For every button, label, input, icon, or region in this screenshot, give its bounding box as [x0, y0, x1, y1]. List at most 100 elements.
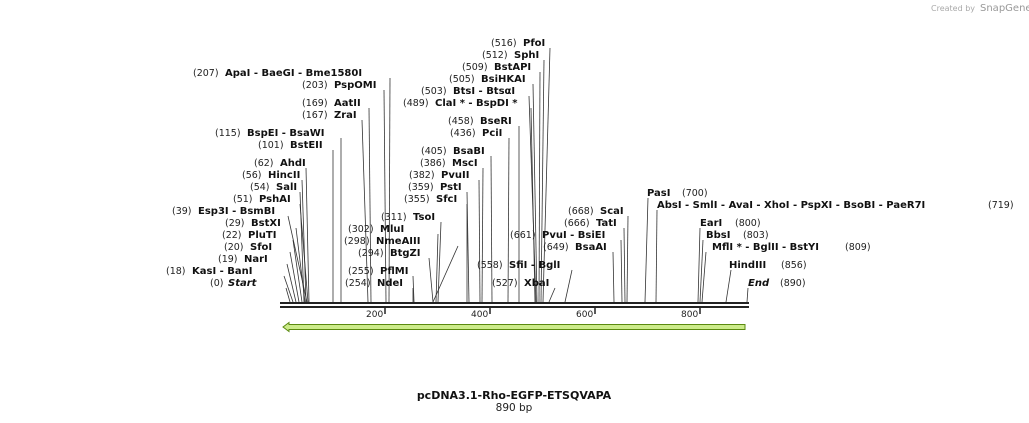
site-start[interactable]: (0) Start [210, 278, 258, 289]
leader-sfoi [289, 251, 300, 303]
site-position: (503) [421, 86, 447, 97]
site-ndei[interactable]: (254) NdeI [345, 278, 403, 289]
site-absi[interactable]: (719) AbsI - SmlI - AvaI - XhoI - PspXI -… [657, 200, 1014, 211]
site-name: BspEI - BsaWI [247, 128, 324, 139]
site-pvui[interactable]: (661) PvuI - BsiEI [510, 230, 605, 241]
site-pspomi[interactable]: (203) PspOMI [302, 80, 376, 91]
site-bseri[interactable]: (458) BseRI [448, 116, 512, 127]
site-nmeaiii[interactable]: (298) NmeAIII [344, 236, 420, 247]
site-esp3i[interactable]: (39) Esp3I - BsmBI [172, 206, 275, 217]
site-name: KasI - BanI [192, 266, 253, 277]
leader-pluti [292, 239, 303, 303]
site-pasi[interactable]: (700) PasI [647, 188, 708, 199]
site-scai[interactable]: (668) ScaI [568, 206, 624, 217]
site-pvuii[interactable]: (382) PvuII [409, 170, 469, 181]
site-bsteii[interactable]: (101) BstEII [258, 140, 323, 151]
site-sphi[interactable]: (512) SphI [482, 50, 539, 61]
site-name: MluI [380, 224, 404, 235]
site-name: ApaI - BaeGI - Bme1580I [225, 68, 362, 79]
site-zrai[interactable]: (167) ZraI [302, 110, 357, 121]
site-xbai[interactable]: (527) XbaI [492, 278, 549, 289]
site-name: BstAPI [494, 62, 531, 73]
site-position: (311) [381, 212, 407, 223]
site-position: (255) [348, 266, 374, 277]
site-position: (29) [225, 218, 245, 229]
site-position: (18) [166, 266, 186, 277]
site-btgzi[interactable]: (294) BtgZI [358, 248, 421, 259]
site-name: BseRI [480, 116, 512, 127]
site-position: (298) [344, 236, 370, 247]
site-bspei[interactable]: (115) BspEI - BsaWI [215, 128, 324, 139]
feature-arrow[interactable] [282, 321, 746, 333]
site-ahdi[interactable]: (62) AhdI [254, 158, 306, 169]
site-position: (719) [988, 200, 1014, 211]
site-kasi[interactable]: (18) KasI - BanI [166, 266, 253, 277]
site-btsi[interactable]: (503) BtsI - BtsαI [421, 86, 515, 97]
site-eari[interactable]: (800) EarI [700, 218, 761, 229]
site-name: AbsI - SmlI - AvaI - XhoI - PspXI - BsoB… [657, 200, 925, 211]
leader-ahdi [305, 167, 310, 303]
site-position: (56) [242, 170, 262, 181]
site-bstxi[interactable]: (29) BstXI [225, 218, 281, 229]
leader-pvuii [478, 179, 481, 303]
site-position: (668) [568, 206, 594, 217]
site-end[interactable]: (890) End [748, 278, 806, 289]
site-hincii[interactable]: (56) HincII [242, 170, 300, 181]
leader-btsi [528, 95, 537, 303]
site-sali[interactable]: (54) SalI [250, 182, 297, 193]
site-name: SalI [276, 182, 297, 193]
site-tsoi[interactable]: (311) TsoI [381, 212, 435, 223]
site-position: (527) [492, 278, 518, 289]
site-name: ZraI [334, 110, 357, 121]
site-position: (115) [215, 128, 241, 139]
credit-brand: SnapGene [980, 3, 1029, 14]
leader-bbsi [699, 239, 704, 303]
site-psti[interactable]: (359) PstI [408, 182, 462, 193]
site-position: (302) [348, 224, 374, 235]
site-pcii[interactable]: (436) PciI [450, 128, 502, 139]
site-name: NarI [244, 254, 268, 265]
site-name: PshAI [259, 194, 291, 205]
site-bstapi[interactable]: (509) BstAPI [462, 62, 531, 73]
site-sfci[interactable]: (355) SfcI [404, 194, 457, 205]
leader-tsoi [437, 221, 442, 303]
site-bbsi[interactable]: (803) BbsI [706, 230, 769, 241]
leader-end [746, 287, 749, 303]
leader-eari [697, 227, 701, 303]
site-sfii[interactable]: (558) SfiI - BglI [477, 260, 560, 271]
site-name: PasI [647, 188, 670, 199]
leader-hindiii [725, 269, 732, 303]
site-nari[interactable]: (19) NarI [218, 254, 268, 265]
site-sfoi[interactable]: (20) SfoI [224, 242, 272, 253]
site-bsabi[interactable]: (405) BsaBI [421, 146, 485, 157]
site-apai[interactable]: (207) ApaI - BaeGI - Bme1580I [193, 68, 362, 79]
site-pflmi[interactable]: (255) PflMI [348, 266, 408, 277]
site-name: BsaAI [575, 242, 607, 253]
site-aatii[interactable]: (169) AatII [302, 98, 361, 109]
site-position: (803) [743, 230, 769, 241]
ruler: 200 400 600 800 [366, 308, 701, 320]
site-name: End [748, 278, 770, 289]
site-position: (512) [482, 50, 508, 61]
site-mflI[interactable]: (809) MflI * - BglII - BstYI [712, 242, 871, 253]
site-position: (509) [462, 62, 488, 73]
site-bsihkai[interactable]: (505) BsiHKAI [449, 74, 526, 85]
site-pluti[interactable]: (22) PluTI [222, 230, 276, 241]
leader-btgzi [428, 257, 434, 303]
leader-sali [299, 191, 305, 303]
leader-pcii [507, 137, 510, 303]
site-hindiii[interactable]: (856) HindIII [729, 260, 807, 271]
feature-arrow-shape[interactable] [282, 321, 746, 333]
site-bsaai[interactable]: (649) BsaAI [543, 242, 607, 253]
site-pfoi[interactable]: (516) PfoI [491, 38, 545, 49]
site-clai[interactable]: (489) ClaI * - BspDI * [403, 98, 518, 109]
site-mlui[interactable]: (302) MluI [348, 224, 404, 235]
site-pshai[interactable]: (51) PshAI [233, 194, 291, 205]
site-msci[interactable]: (386) MscI [420, 158, 478, 169]
site-name: SfcI [436, 194, 457, 205]
site-position: (809) [845, 242, 871, 253]
site-name: AhdI [280, 158, 306, 169]
site-tati[interactable]: (666) TatI [564, 218, 617, 229]
leader-pflmi [412, 275, 415, 303]
